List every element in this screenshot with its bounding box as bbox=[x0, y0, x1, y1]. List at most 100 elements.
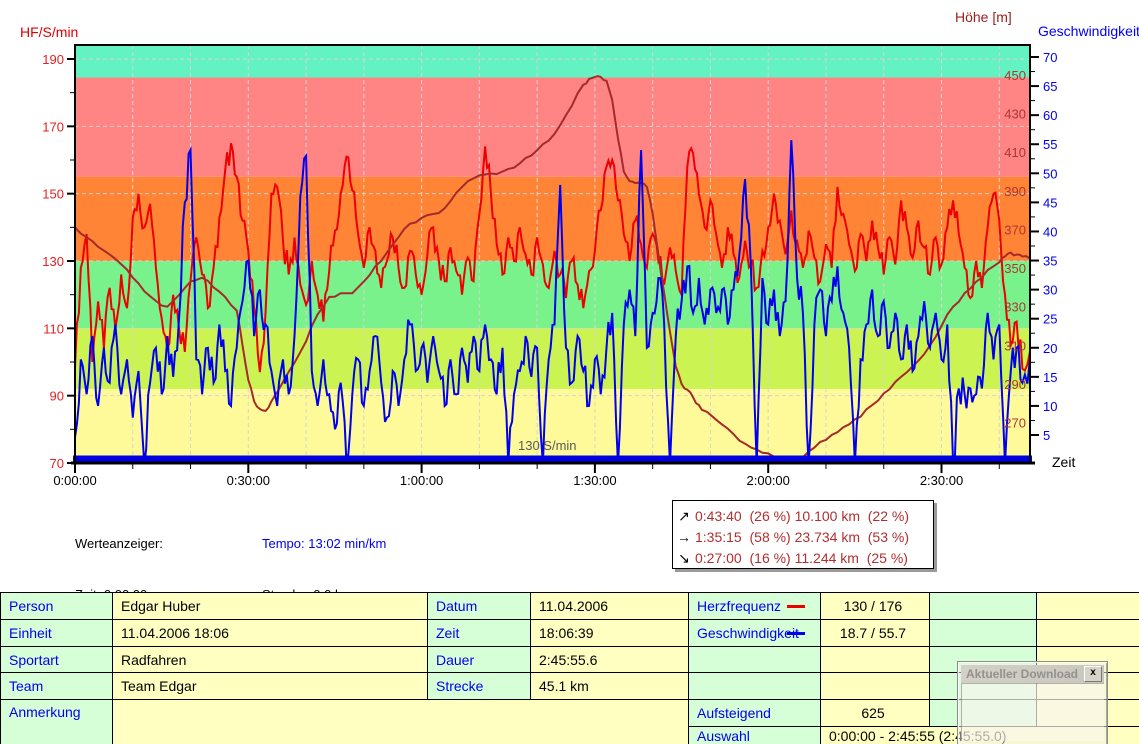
svg-text:1:30:00: 1:30:00 bbox=[573, 473, 616, 488]
download-popup-title: Aktueller Download bbox=[966, 667, 1079, 681]
aufsteigend-label: Aufsteigend bbox=[689, 700, 821, 727]
empty-value-cell bbox=[1037, 620, 1139, 647]
svg-text:150: 150 bbox=[42, 187, 64, 202]
svg-text:10: 10 bbox=[1043, 399, 1057, 414]
svg-text:430: 430 bbox=[1004, 107, 1026, 122]
svg-text:30: 30 bbox=[1043, 283, 1057, 298]
herzfrequenz-label: Herzfrequenz bbox=[689, 593, 821, 620]
team-value[interactable]: Team Edgar bbox=[113, 673, 428, 700]
svg-text:2:30:00: 2:30:00 bbox=[920, 473, 963, 488]
svg-text:40: 40 bbox=[1043, 224, 1057, 239]
download-popup-body bbox=[961, 683, 1104, 741]
werteanzeiger-title: Werteanzeiger: bbox=[75, 536, 163, 551]
empty-label-cell bbox=[930, 620, 1037, 647]
svg-text:170: 170 bbox=[42, 119, 64, 134]
svg-text:350: 350 bbox=[1004, 261, 1026, 276]
person-label: Person bbox=[1, 593, 113, 620]
svg-text:2:00:00: 2:00:00 bbox=[747, 473, 790, 488]
anmerkung-label: Anmerkung bbox=[1, 700, 113, 744]
downhill-stats-row: ↘ 0:27:00 (16 %) 11.244 km (25 %) bbox=[673, 548, 933, 569]
einheit-label: Einheit bbox=[1, 620, 113, 647]
flat-stats-text: 1:35:15 (58 %) 23.734 km (53 %) bbox=[695, 529, 909, 545]
download-popup-window: Aktueller Download x bbox=[957, 661, 1108, 744]
datum-label: Datum bbox=[428, 593, 531, 620]
uphill-stats-text: 0:43:40 (26 %) 10.100 km (22 %) bbox=[695, 508, 909, 524]
svg-text:15: 15 bbox=[1043, 370, 1057, 385]
zeit-label: Zeit bbox=[428, 620, 531, 647]
svg-text:110: 110 bbox=[43, 321, 64, 336]
speed-legend-line-icon bbox=[786, 631, 805, 635]
sportart-label: Sportart bbox=[1, 647, 113, 673]
svg-text:130: 130 bbox=[42, 254, 64, 269]
svg-text:25: 25 bbox=[1043, 312, 1057, 327]
series-Herzfrequenz bbox=[74, 142, 1031, 373]
altitude-axis-title: Höhe [m] bbox=[955, 9, 1012, 25]
svg-text:0:30:00: 0:30:00 bbox=[227, 473, 270, 488]
svg-text:65: 65 bbox=[1043, 79, 1057, 94]
auswahl-label: Auswahl bbox=[689, 727, 821, 744]
herzfrequenz-value: 130 / 176 bbox=[821, 593, 930, 620]
gradient-stats-box: ↗ 0:43:40 (26 %) 10.100 km (22 %) → 1:35… bbox=[672, 500, 934, 569]
svg-text:310: 310 bbox=[1004, 338, 1026, 353]
anmerkung-value[interactable] bbox=[113, 700, 689, 744]
flat-stats-row: → 1:35:15 (58 %) 23.734 km (53 %) bbox=[673, 527, 933, 548]
einheit-value[interactable]: 11.04.2006 18:06 bbox=[113, 620, 428, 647]
uphill-stats-row: ↗ 0:43:40 (26 %) 10.100 km (22 %) bbox=[673, 506, 933, 527]
time-axis-title: Zeit bbox=[1052, 454, 1076, 470]
empty-label-cell bbox=[689, 673, 821, 700]
svg-text:390: 390 bbox=[1004, 184, 1026, 199]
datum-value[interactable]: 11.04.2006 bbox=[531, 593, 689, 620]
speed-axis-title: Geschwindigkeit bbox=[1038, 23, 1139, 39]
uphill-arrow-icon: ↗ bbox=[678, 508, 690, 524]
svg-text:20: 20 bbox=[1043, 341, 1057, 356]
svg-text:270: 270 bbox=[1004, 416, 1026, 431]
series-Geschwindigkeit bbox=[74, 140, 1031, 465]
hf-legend-line-icon bbox=[787, 604, 806, 608]
geschwindigkeit-label: Geschwindigkeit bbox=[689, 620, 821, 647]
svg-text:90: 90 bbox=[50, 389, 64, 404]
geschwindigkeit-value: 18.7 / 55.7 bbox=[821, 620, 930, 647]
svg-text:70: 70 bbox=[1043, 50, 1057, 65]
svg-text:410: 410 bbox=[1004, 145, 1026, 160]
downhill-stats-text: 0:27:00 (16 %) 11.244 km (25 %) bbox=[695, 550, 908, 566]
empty-value-cell bbox=[821, 647, 930, 673]
svg-text:45: 45 bbox=[1043, 195, 1057, 210]
dauer-value[interactable]: 2:45:55.6 bbox=[531, 647, 689, 673]
svg-text:370: 370 bbox=[1004, 222, 1026, 237]
svg-text:60: 60 bbox=[1043, 108, 1057, 123]
close-icon[interactable]: x bbox=[1084, 666, 1102, 682]
svg-text:330: 330 bbox=[1004, 300, 1026, 315]
sportart-value[interactable]: Radfahren bbox=[113, 647, 428, 673]
svg-text:55: 55 bbox=[1043, 137, 1057, 152]
person-value[interactable]: Edgar Huber bbox=[113, 593, 428, 620]
werteanzeiger-tempo: Tempo: 13:02 min/km bbox=[262, 536, 387, 551]
training-chart-plot[interactable]: 190 170 150 130 110 90 70 0:00:00 0:30:00 1:00:00… bbox=[0, 0, 1139, 592]
zeit-value[interactable]: 18:06:39 bbox=[531, 620, 689, 647]
downhill-arrow-icon: ↘ bbox=[678, 550, 690, 566]
download-popup-titlebar[interactable]: Aktueller Download x bbox=[961, 665, 1104, 683]
team-label: Team bbox=[1, 673, 113, 700]
empty-value-cell bbox=[821, 673, 930, 700]
svg-text:190: 190 bbox=[42, 52, 64, 67]
session-info-table: Person Edgar Huber Datum 11.04.2006 Herz… bbox=[0, 592, 1139, 744]
strecke-value[interactable]: 45.1 km bbox=[531, 673, 689, 700]
svg-text:450: 450 bbox=[1004, 68, 1026, 83]
aufsteigend-value: 625 bbox=[821, 700, 930, 727]
empty-value-cell bbox=[1037, 593, 1139, 620]
strecke-label: Strecke bbox=[428, 673, 531, 700]
hf-axis-title: HF/S/min bbox=[20, 24, 79, 40]
svg-text:35: 35 bbox=[1043, 254, 1057, 269]
series-Höhe bbox=[74, 75, 1031, 464]
dauer-label: Dauer bbox=[428, 647, 531, 673]
svg-text:1:00:00: 1:00:00 bbox=[400, 473, 443, 488]
svg-text:5: 5 bbox=[1043, 428, 1050, 443]
flat-arrow-icon: → bbox=[677, 529, 691, 545]
empty-label-cell bbox=[930, 593, 1037, 620]
empty-label-cell bbox=[689, 647, 821, 673]
svg-text:0:00:00: 0:00:00 bbox=[53, 473, 96, 488]
svg-text:70: 70 bbox=[50, 456, 64, 471]
svg-text:290: 290 bbox=[1004, 377, 1026, 392]
svg-text:50: 50 bbox=[1043, 166, 1057, 181]
average-hf-annotation: 130 S/min bbox=[518, 438, 577, 453]
